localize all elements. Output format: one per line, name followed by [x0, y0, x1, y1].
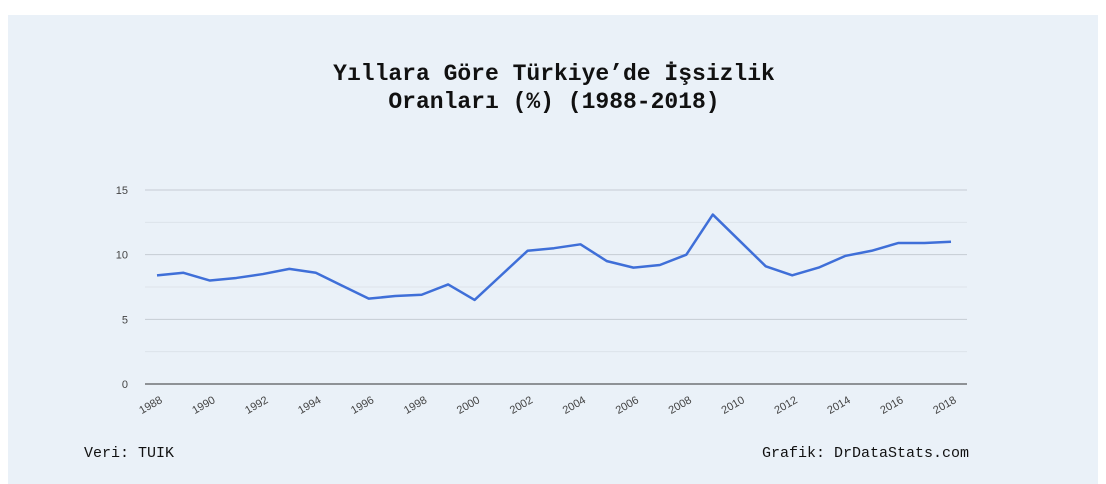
- x-tick-label: 1996: [349, 394, 376, 417]
- x-tick-label: 2006: [614, 394, 641, 417]
- y-tick-label: 5: [122, 314, 128, 326]
- x-tick-label: 1990: [190, 394, 217, 417]
- chart-title: Yıllara Göre Türkiye’de İşsizlik Oranlar…: [333, 61, 775, 115]
- y-tick-label: 10: [116, 250, 128, 262]
- x-tick-label: 2000: [455, 394, 482, 417]
- x-tick-label: 1988: [137, 394, 164, 417]
- x-tick-label: 1994: [296, 394, 323, 417]
- x-tick-label: 2010: [720, 394, 747, 417]
- x-tick-label: 2008: [667, 394, 694, 417]
- x-tick-label: 1992: [243, 394, 270, 417]
- y-tick-label: 15: [116, 185, 128, 197]
- x-tick-label: 2004: [561, 394, 588, 417]
- x-tick-label: 1998: [402, 394, 429, 417]
- x-tick-label: 2014: [825, 394, 852, 417]
- credit-note: Grafik: DrDataStats.com: [762, 445, 970, 462]
- source-note: Veri: TUIK: [84, 445, 175, 462]
- x-tick-label: 2012: [772, 394, 799, 417]
- x-tick-label: 2016: [878, 394, 905, 417]
- data-line: [156, 213, 952, 302]
- x-tick-label: 2002: [508, 394, 535, 417]
- y-tick-label: 0: [122, 379, 128, 391]
- x-tick-label: 2018: [931, 394, 958, 417]
